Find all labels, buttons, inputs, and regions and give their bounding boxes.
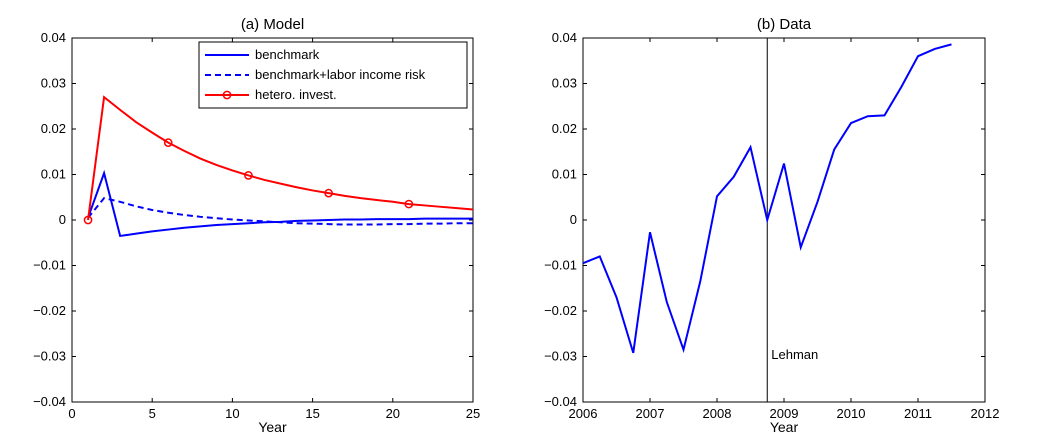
- y-tick-label: −0.02: [544, 303, 577, 318]
- chart-title: (b) Data: [757, 16, 812, 33]
- series-group: [87, 95, 473, 238]
- y-tick-label: −0.02: [33, 303, 66, 318]
- y-tick-label: 0.02: [552, 121, 577, 136]
- y-tick-label: −0.04: [33, 394, 66, 409]
- series-line-benchmark-labor-income-risk: [87, 197, 473, 226]
- series-marker: [83, 215, 93, 225]
- x-tick-label: 15: [305, 406, 319, 421]
- series-line-data: [583, 43, 952, 354]
- series-marker: [404, 199, 414, 209]
- y-tick-label: 0.02: [41, 121, 66, 136]
- x-axis-label: Year: [258, 419, 287, 435]
- x-tick-label: 2007: [636, 406, 665, 421]
- series-line-hetero-invest-: [87, 95, 473, 221]
- legend-label: hetero. invest.: [255, 87, 337, 102]
- plot-area-frame: [582, 37, 986, 403]
- legend-label: benchmark: [255, 47, 320, 62]
- y-tick-label: 0.01: [41, 167, 66, 182]
- panel-a-model-chart: 0 5 10 15 20 25 −0.04 −0.03 −0.02 −0.01 0 0.01 0.02 0…: [33, 16, 480, 435]
- x-tick-label: 20: [386, 406, 400, 421]
- y-tick-label: −0.04: [544, 394, 577, 409]
- y-tick-label: −0.03: [544, 349, 577, 364]
- x-tick-label: 10: [225, 406, 239, 421]
- x-tick-label: 0: [68, 406, 75, 421]
- y-tick-label: −0.01: [33, 258, 66, 273]
- x-tick-label: 25: [466, 406, 480, 421]
- x-tick-label: 2008: [703, 406, 732, 421]
- y-tick-label: 0: [59, 212, 66, 227]
- legend: benchmark benchmark+labor income risk hete…: [198, 41, 468, 109]
- legend-box: [198, 41, 468, 109]
- y-tick-label: 0: [570, 212, 577, 227]
- x-tick-label: 2006: [569, 406, 598, 421]
- legend-marker: [222, 90, 232, 100]
- y-tick-label: −0.03: [33, 349, 66, 364]
- y-tick-label: 0.03: [41, 76, 66, 91]
- y-tick-label: 0.04: [41, 30, 66, 45]
- series-marker: [324, 188, 333, 198]
- y-tick-label: −0.01: [544, 258, 577, 273]
- x-axis-label: Year: [770, 419, 799, 435]
- x-tick-label: 2011: [904, 406, 932, 421]
- chart-title: (a) Model: [241, 16, 304, 33]
- series-group: [583, 43, 952, 354]
- panel-b-data-chart: 2006 2007 2008 2009 2010 2011 2012 −0.04 −0.03 −0…: [544, 16, 999, 435]
- series-marker: [244, 171, 253, 180]
- y-tick-label: 0.01: [552, 167, 577, 182]
- lehman-annotation: Lehman: [771, 347, 818, 362]
- x-tick-label: 2009: [770, 406, 799, 421]
- legend-label: benchmark+labor income risk: [255, 67, 426, 82]
- x-tick-label: 5: [149, 406, 156, 421]
- series-marker: [163, 138, 173, 147]
- y-tick-label: 0.03: [552, 76, 577, 91]
- y-tick-label: 0.04: [552, 30, 577, 45]
- x-tick-label: 2012: [971, 406, 1000, 421]
- x-tick-label: 2010: [837, 406, 866, 421]
